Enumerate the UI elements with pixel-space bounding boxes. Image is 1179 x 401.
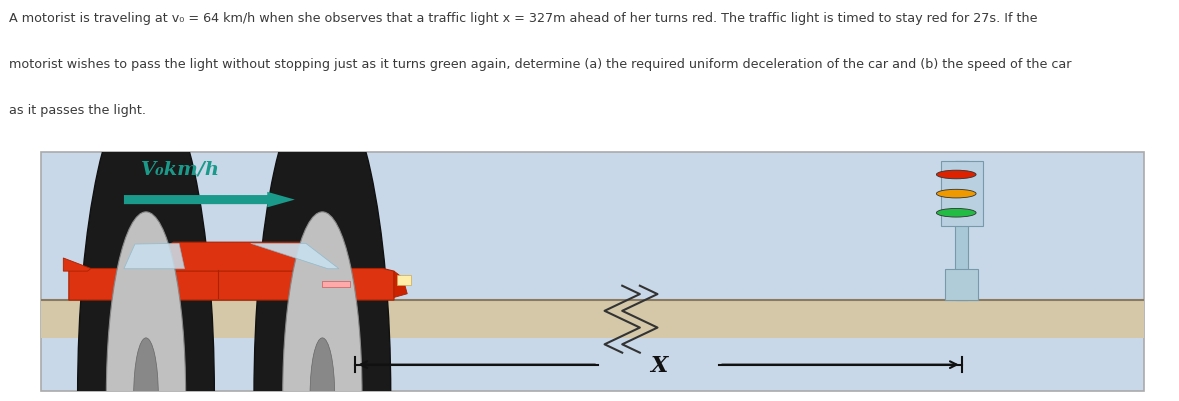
Circle shape (936, 190, 976, 198)
Bar (397, 275, 410, 286)
Ellipse shape (283, 213, 362, 401)
Ellipse shape (310, 338, 335, 401)
Text: A motorist is traveling at v₀ = 64 km/h when she observes that a traffic light x: A motorist is traveling at v₀ = 64 km/h … (9, 12, 1038, 25)
Bar (41, 300, 1144, 338)
FancyArrow shape (124, 192, 295, 208)
Circle shape (936, 171, 976, 179)
Polygon shape (118, 243, 344, 271)
Polygon shape (124, 244, 185, 269)
Text: X: X (650, 354, 667, 376)
Polygon shape (394, 271, 407, 298)
Bar (946, 269, 979, 300)
Ellipse shape (106, 213, 185, 401)
Polygon shape (251, 244, 338, 269)
Polygon shape (68, 269, 394, 300)
Ellipse shape (133, 338, 158, 401)
Text: as it passes the light.: as it passes the light. (9, 103, 146, 117)
Circle shape (936, 209, 976, 217)
Bar (955, 162, 968, 300)
Ellipse shape (78, 80, 215, 401)
Bar (941, 162, 982, 226)
Ellipse shape (253, 80, 390, 401)
Bar (322, 281, 350, 287)
Polygon shape (64, 258, 91, 271)
Text: motorist wishes to pass the light without stopping just as it turns green again,: motorist wishes to pass the light withou… (9, 58, 1072, 71)
Text: V₀km/h: V₀km/h (140, 160, 219, 178)
